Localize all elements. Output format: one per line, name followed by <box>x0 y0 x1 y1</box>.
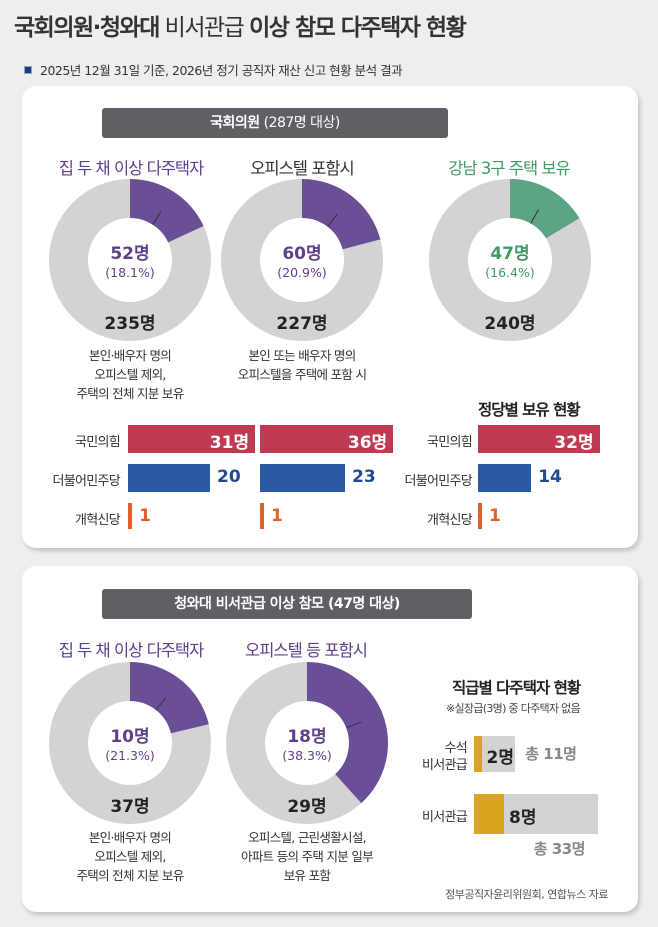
bar-r1-hit-0 <box>474 736 482 772</box>
pie-a3-pct-label: (16.4%) <box>485 265 534 280</box>
bar-r1-total-0-value: 총 11명 <box>525 745 577 763</box>
r1-label-0: 수석 비서관급 <box>421 741 468 773</box>
bar-p2-0-value: 36명 <box>347 433 388 453</box>
p1-label-0: 국민의힘 <box>74 435 121 450</box>
pie-a3-rest-label: 240명 <box>484 314 535 334</box>
pie-a2-rest-label: 227명 <box>276 314 327 334</box>
bar-p1-1 <box>128 464 210 492</box>
bar-r1-hit-1 <box>474 794 504 834</box>
pie-c2-rest-label: 29명 <box>287 797 326 817</box>
source-credit: 정부공직자윤리위원회, 연합뉴스 자료 <box>445 888 608 901</box>
bar-p3-2-value: 1 <box>489 506 501 526</box>
pie-c2-pct-label: (38.3%) <box>282 748 331 763</box>
assembly-banner: 국회의원 (287명 대상) <box>102 108 448 138</box>
bar-p2-1-value: 23 <box>352 467 376 487</box>
pie-a3-title: 강남 3구 주택 보유 <box>448 159 571 178</box>
pie-a2-pct-label: (20.9%) <box>277 265 326 280</box>
pie-c1-center <box>88 701 172 785</box>
r1-label-1: 비서관급 <box>421 810 468 825</box>
cheongwadae-banner: 청와대 비서관급 이상 참모 (47명 대상) <box>102 589 472 619</box>
bar-p2-1 <box>260 464 346 492</box>
pie-a1-value-label: 52명 <box>110 244 149 264</box>
pie-c1-value-label: 10명 <box>110 727 149 747</box>
pie-c1-title: 집 두 채 이상 다주택자 <box>58 641 205 660</box>
pie-a1-center <box>88 218 172 302</box>
pie-a1-note: 본인·배우자 명의 오피스텔 제외, 주택의 전체 지분 보유 <box>76 348 184 401</box>
bar-p1-0 <box>128 425 256 453</box>
bars-p3: 32명 14 1 <box>478 425 618 531</box>
bar-p1-0-value: 31명 <box>209 433 250 453</box>
p3-label-2: 개혁신당 <box>426 513 473 528</box>
bar-p3-1-value: 14 <box>538 467 562 487</box>
rank-heading: 직급별 다주택자 현황 <box>452 679 581 697</box>
bar-p2-2-value: 1 <box>271 506 283 526</box>
pie-c1-pct-label: (21.3%) <box>105 748 154 763</box>
pie-a3-value-label: 47명 <box>490 244 529 264</box>
bar-p3-1 <box>478 464 532 492</box>
bullet-square-icon <box>24 66 32 74</box>
pie-a1: 52명(18.1%) 235명 <box>49 179 211 341</box>
pie-a1-pct-label: (18.1%) <box>105 265 154 280</box>
pie-c2-value-label: 18명 <box>287 727 326 747</box>
pie-a2-value-label: 60명 <box>282 244 321 264</box>
bars-p1: 31명 20 1 <box>128 425 258 531</box>
bar-r1-hit-1-value: 8명 <box>509 808 537 828</box>
pie-c1-rest-label: 37명 <box>110 797 149 817</box>
pie-a1-title: 집 두 채 이상 다주택자 <box>58 159 205 178</box>
bar-p1-1-value: 20 <box>217 467 241 487</box>
pie-c2: 18명(38.3%) 29명 <box>226 662 388 824</box>
bar-p3-0-value: 32명 <box>554 433 594 453</box>
bar-p2-2 <box>260 503 264 529</box>
p1-label-1: 더불어민주당 <box>52 474 120 489</box>
pie-a2-center <box>260 218 344 302</box>
bar-p3-2 <box>478 503 482 529</box>
p3-label-1: 더불어민주당 <box>404 474 472 489</box>
pie-c1-note: 본인·배우자 명의 오피스텔 제외, 주택의 전체 지분 보유 <box>76 830 184 883</box>
bar-p2-0 <box>260 425 394 453</box>
pie-a3-center <box>468 218 552 302</box>
pie-a2: 60명(20.9%) 227명 <box>221 179 383 341</box>
pie-c2-title: 오피스텔 등 포함시 <box>245 641 368 660</box>
pie-a3: 47명(16.4%) 240명 <box>429 179 591 341</box>
bars-p2: 36명 23 1 <box>260 425 400 531</box>
bar-p3-0 <box>478 425 600 453</box>
bar-r1-hit-0-value: 2명 <box>486 748 514 768</box>
p3-label-0: 국민의힘 <box>426 435 473 450</box>
page-title: 국회의원·청와대 비서관급 이상 참모 다주택자 현황 <box>14 15 467 41</box>
bar-r1-total-1-value: 총 33명 <box>533 840 586 858</box>
pie-c2-center <box>265 701 349 785</box>
bar-p1-2 <box>128 503 133 529</box>
party-heading: 정당별 보유 현황 <box>478 401 581 419</box>
rank-note: ※실장급(3명) 중 다주택자 없음 <box>446 702 581 715</box>
pie-a2-title: 오피스텔 포함시 <box>250 159 355 178</box>
pie-a2-note: 본인 또는 배우자 명의 오피스텔을 주택에 포함 시 <box>237 348 367 382</box>
subtitle: 2025년 12월 31일 기준, 2026년 정기 공직자 재산 신고 현황 … <box>24 60 403 79</box>
pie-c2-note: 오피스텔, 근린생활시설, 아파트 등의 주택 지분 일부 보유 포함 <box>241 830 374 883</box>
p1-label-2: 개혁신당 <box>74 513 121 528</box>
pie-a1-rest-label: 235명 <box>104 314 155 334</box>
bar-p1-2-value: 1 <box>139 506 151 526</box>
pie-c1: 10명(21.3%) 37명 <box>49 662 211 824</box>
